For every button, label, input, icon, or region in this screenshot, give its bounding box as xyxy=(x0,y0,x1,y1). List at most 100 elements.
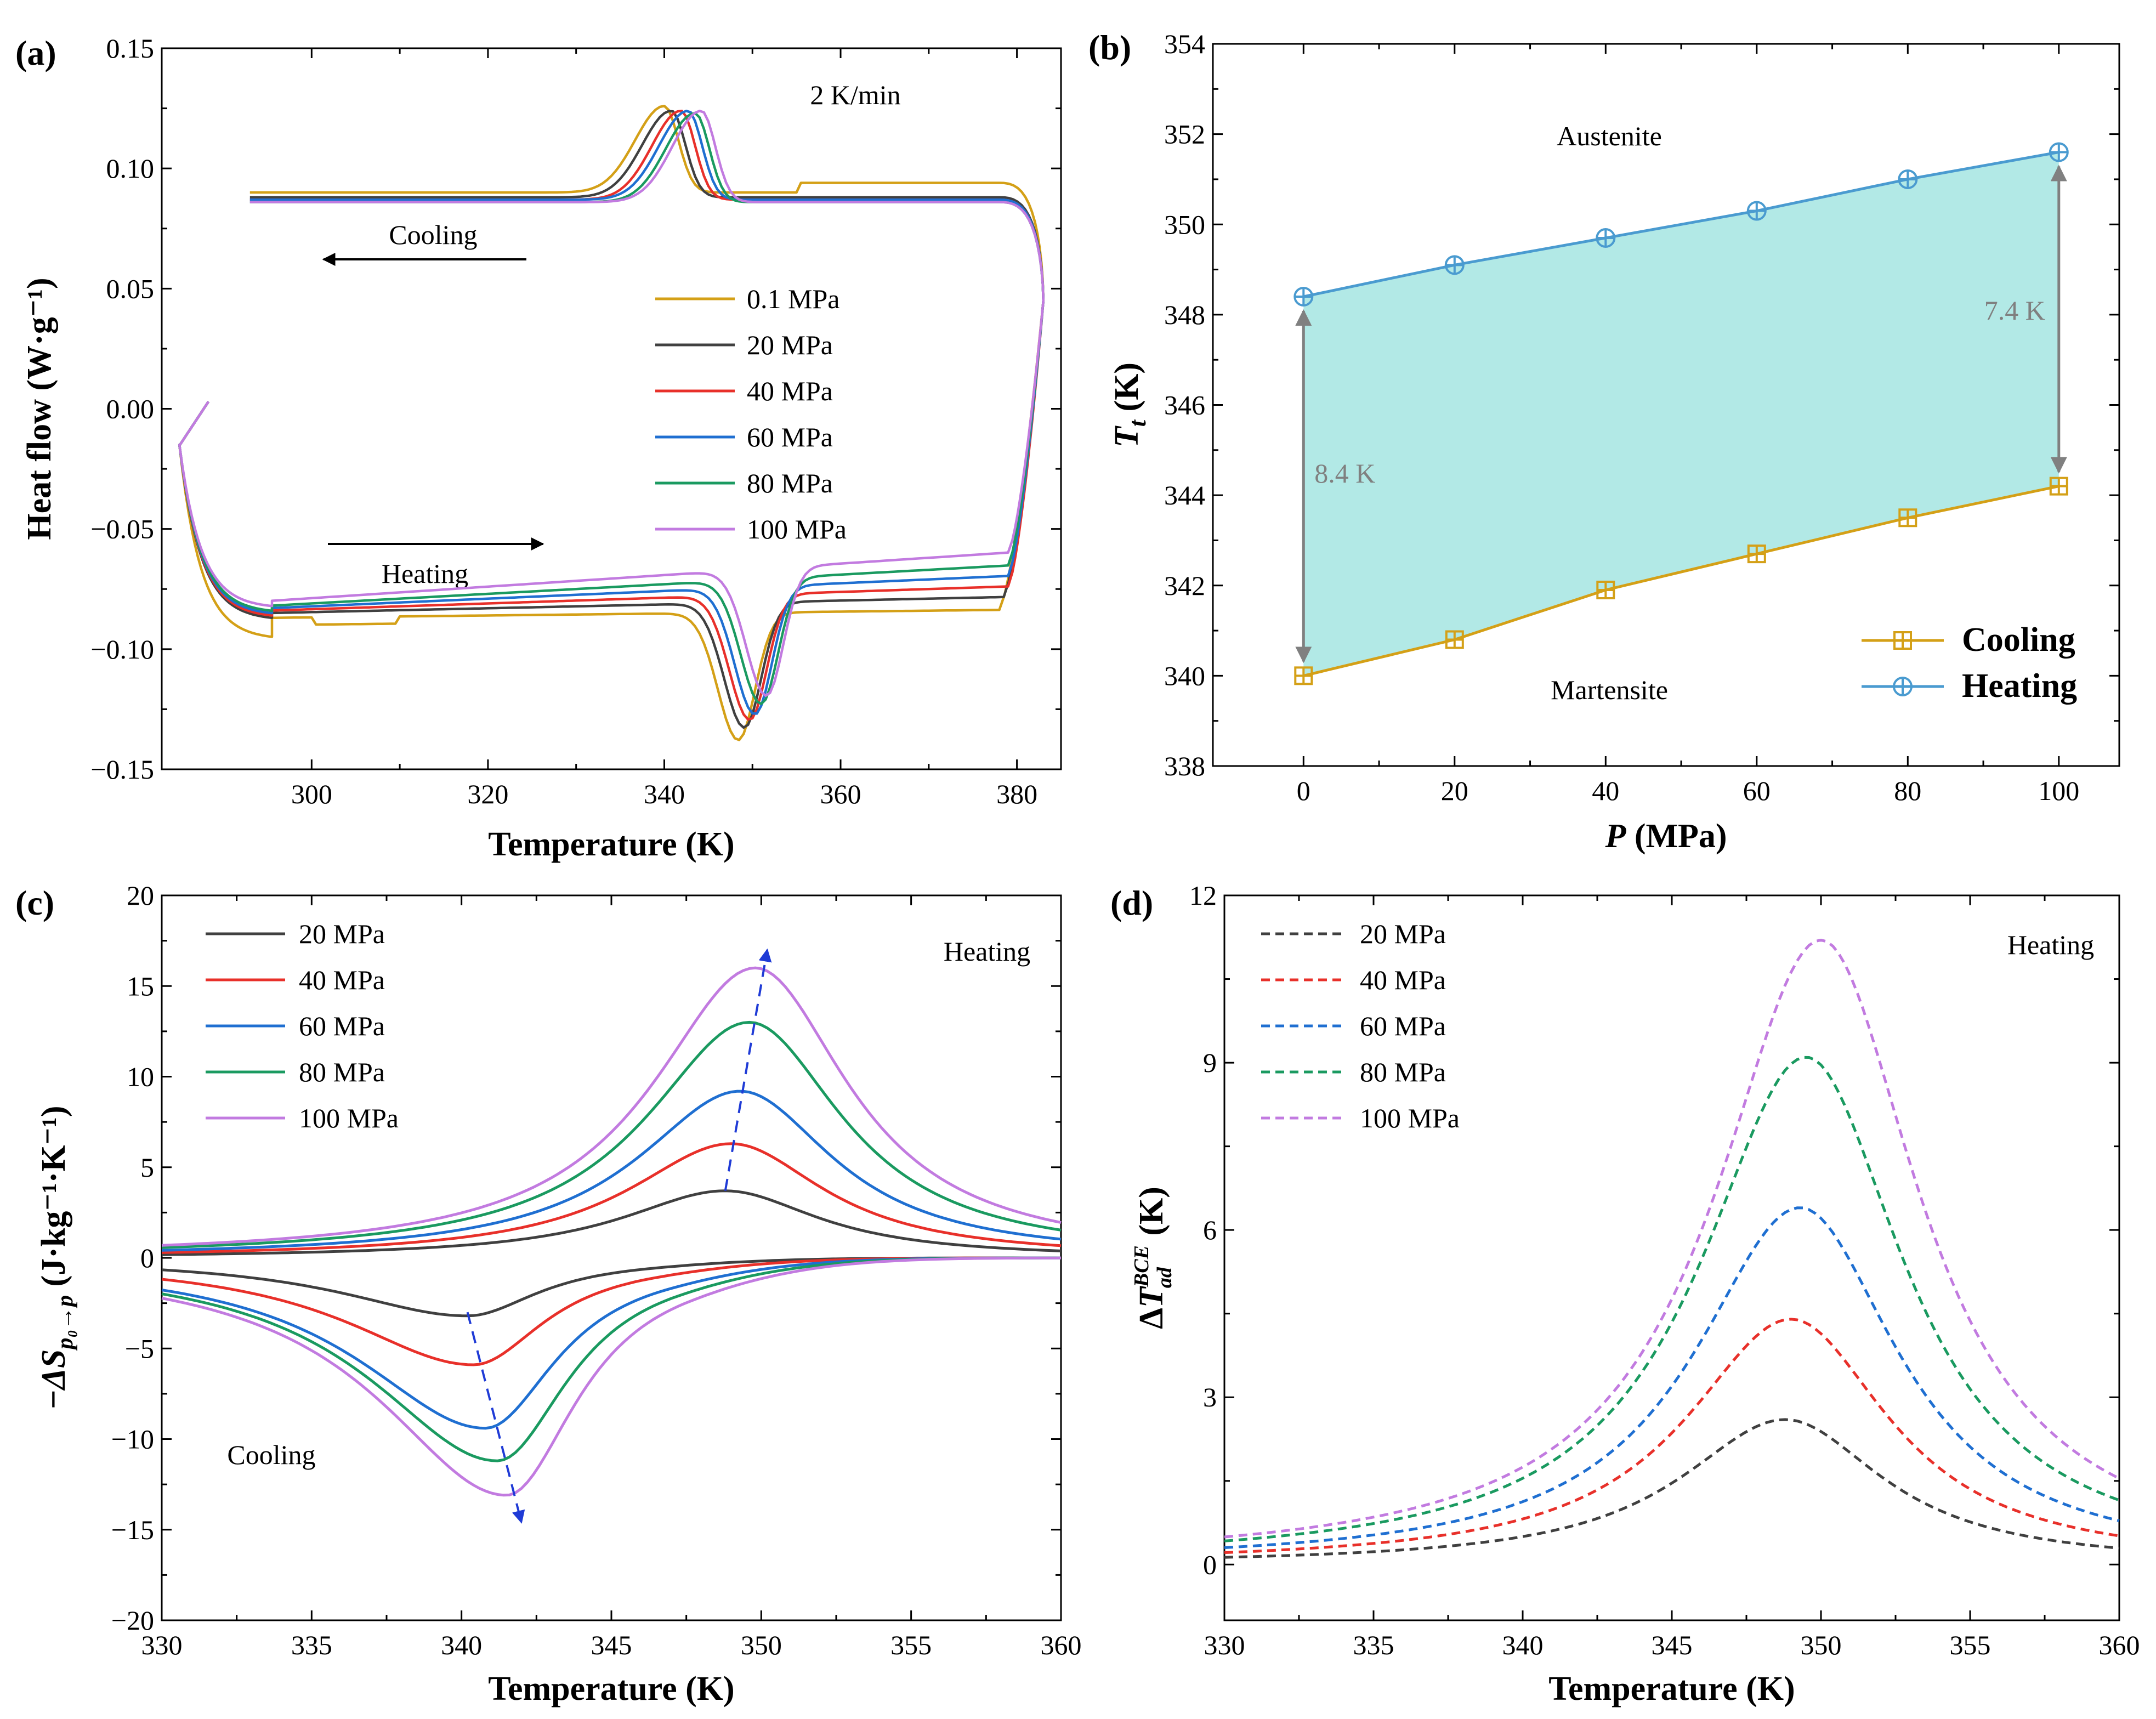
x-tick-label: 340 xyxy=(441,1630,482,1660)
y-axis-label-sup: BCE xyxy=(1130,1245,1153,1287)
x-tick-label: 320 xyxy=(467,779,508,809)
heating-marker-cross xyxy=(2050,143,2068,161)
x-tick-label: 360 xyxy=(2099,1630,2140,1660)
legend-label: 60 MPa xyxy=(299,1011,385,1041)
y-tick-label: 338 xyxy=(1164,751,1205,781)
y-tick-label: 12 xyxy=(1189,880,1217,911)
y-tick-label: 342 xyxy=(1164,570,1205,601)
heating-curve-40MPa xyxy=(161,1142,1062,1254)
legend-label: Cooling xyxy=(1962,621,2075,659)
y-tick-label: −10 xyxy=(111,1424,154,1455)
cooling-curve-100MPa xyxy=(161,1256,1062,1497)
y-axis-label-d: ΔTBCEad (K) xyxy=(1130,1187,1176,1329)
heating-marker-cross xyxy=(1597,229,1615,247)
y-tick-label: 0.10 xyxy=(106,153,155,184)
y-axis-label-main: T xyxy=(1108,426,1145,447)
x-axis-label-a: Temperature (K) xyxy=(488,826,734,863)
panel-a: 300 320 340 360 380 −0.15 −0.10 −0.05 0.00 0.05 0.… xyxy=(15,33,1062,863)
y-tick-label: 346 xyxy=(1164,390,1205,421)
y-tick-label: −0.15 xyxy=(90,754,154,785)
y-tick-label: 0.00 xyxy=(106,394,155,424)
x-tick-label: 345 xyxy=(591,1630,632,1660)
y-tick-label: −20 xyxy=(111,1605,154,1636)
series-line-20MPa xyxy=(178,110,1045,729)
x-tick-label: 100 xyxy=(2038,775,2079,806)
trend-arrow xyxy=(466,1312,525,1524)
legend-label: 40 MPa xyxy=(747,376,833,406)
x-tick-label: 80 xyxy=(1894,775,1921,806)
y-tick-label: 20 xyxy=(127,880,154,911)
x-axis-label-rest: (MPa) xyxy=(1626,818,1727,855)
y-tick-label: 348 xyxy=(1164,299,1205,330)
y-axis-label-main: Δ xyxy=(1133,1308,1170,1329)
x-tick-label: 40 xyxy=(1592,775,1619,806)
x-axis-label-italic: P xyxy=(1604,818,1626,855)
series-line-40MPa xyxy=(1224,1318,2120,1554)
legend-label: 100 MPa xyxy=(747,514,847,544)
x-tick-label: 340 xyxy=(644,779,685,809)
cooling-marker-cross xyxy=(1597,581,1614,598)
series-line-60MPa xyxy=(1224,1206,2120,1549)
y-axis-label-sub: p₀→p xyxy=(53,1295,78,1351)
cooling-marker-cross xyxy=(1899,509,1916,526)
heating-curve-60MPa xyxy=(161,1090,1062,1252)
legend-label: 60 MPa xyxy=(1360,1011,1446,1041)
x-tick-label: 335 xyxy=(291,1630,332,1660)
y-axis-label-a: Heat flow (W·g⁻¹) xyxy=(21,277,58,540)
legend-marker-cross xyxy=(1894,632,1911,649)
legend-label: 100 MPa xyxy=(299,1103,399,1133)
y-tick-label: 6 xyxy=(1203,1215,1217,1245)
y-axis-label-sub: t xyxy=(1124,419,1151,427)
transition-hysteresis-fill xyxy=(1303,152,2059,676)
y-axis-label-sub: ad xyxy=(1153,1267,1176,1288)
cooling-marker-cross xyxy=(1748,546,1765,563)
x-tick-label: 330 xyxy=(1204,1630,1245,1660)
heating-curve-20MPa xyxy=(161,1189,1062,1256)
series-line-20MPa xyxy=(1224,1418,2120,1559)
legend-label: 20 MPa xyxy=(1360,918,1446,949)
x-tick-label: 20 xyxy=(1441,775,1468,806)
panel-label-a: (a) xyxy=(15,33,56,72)
y-tick-label: −0.10 xyxy=(90,634,154,665)
legend-label: 40 MPa xyxy=(1360,965,1446,995)
series-line-01MPa xyxy=(178,104,1045,741)
heating-annotation: Heating xyxy=(2007,929,2094,960)
cooling-marker-cross xyxy=(2050,478,2067,495)
y-tick-label: −5 xyxy=(125,1333,154,1364)
x-tick-label: 340 xyxy=(1502,1630,1544,1660)
y-axis-label-rest: (K) xyxy=(1108,362,1145,420)
x-axis-label-b: P (MPa) xyxy=(1604,818,1727,855)
x-tick-label: 350 xyxy=(741,1630,782,1660)
legend-label: Heating xyxy=(1962,667,2077,705)
legend-label: 80 MPa xyxy=(1360,1057,1446,1087)
y-tick-label: 9 xyxy=(1203,1047,1217,1078)
heating-marker-cross xyxy=(1445,256,1463,274)
panel-d: 330 335 340 345 350 355 360 0 3 6 9 12 (d) Temperatur… xyxy=(1110,880,2140,1707)
gap-label: 7.4 K xyxy=(1984,295,2045,326)
y-tick-label: −0.05 xyxy=(90,514,154,544)
x-tick-label: 0 xyxy=(1297,775,1310,806)
x-tick-label: 60 xyxy=(1743,775,1771,806)
y-tick-label: 0 xyxy=(1203,1549,1217,1580)
y-tick-label: 350 xyxy=(1164,209,1205,240)
y-tick-label: 10 xyxy=(127,1062,154,1092)
panel-c: 330 335 340 345 350 355 360 −20 −15 −10 −5 0 5 10 15 20… xyxy=(15,880,1082,1707)
x-tick-label: 350 xyxy=(1801,1630,1842,1660)
legend-label: 40 MPa xyxy=(299,965,385,995)
legend-label: 20 MPa xyxy=(747,330,833,360)
legend-label: 80 MPa xyxy=(747,468,833,498)
y-tick-label: 0 xyxy=(140,1243,154,1273)
legend-label: 60 MPa xyxy=(747,422,833,452)
y-axis-label-units: (J·kg⁻¹·K⁻¹) xyxy=(35,1105,72,1295)
y-axis-label-main-t: T xyxy=(1133,1286,1170,1308)
heating-curve-100MPa xyxy=(161,966,1062,1247)
x-tick-label: 355 xyxy=(890,1630,932,1660)
cooling-marker-cross xyxy=(1446,631,1463,648)
x-tick-label: 360 xyxy=(820,779,861,809)
heating-marker-cross xyxy=(1748,202,1766,220)
y-tick-label: 15 xyxy=(127,971,154,1001)
y-axis-label-c: −ΔSp₀→p (J·kg⁻¹·K⁻¹) xyxy=(35,1105,78,1410)
x-tick-label: 360 xyxy=(1041,1630,1082,1660)
y-tick-label: 352 xyxy=(1164,119,1205,150)
